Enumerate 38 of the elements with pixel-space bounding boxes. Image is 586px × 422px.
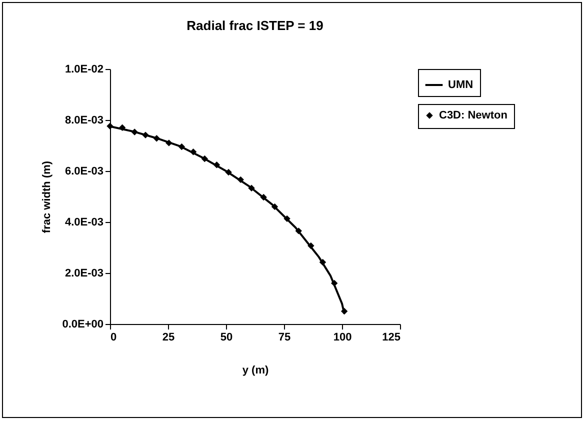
point — [142, 132, 149, 138]
y-tick-label: 6.0E-03 — [64, 166, 104, 178]
chart-title: Radial frac ISTEP = 19 — [186, 18, 324, 33]
x-tick-label: 50 — [220, 332, 233, 344]
point — [237, 176, 244, 184]
legend-label: UMN — [448, 79, 474, 91]
y-tick-label: 8.0E-03 — [64, 114, 104, 126]
point — [295, 228, 302, 234]
y-tick-label: 1.0E-02 — [64, 64, 104, 76]
point — [166, 140, 172, 146]
point — [225, 168, 232, 176]
point — [190, 148, 197, 156]
point — [260, 194, 267, 201]
point — [153, 135, 160, 142]
x-tick-label: 25 — [162, 332, 175, 344]
point — [131, 128, 138, 136]
y-axis-title: frac width (m) — [41, 160, 54, 234]
point — [118, 124, 126, 132]
point — [178, 143, 186, 150]
x-tick-label: 75 — [278, 332, 291, 344]
point — [319, 258, 326, 266]
y-tick-label: 0.0E+00 — [62, 318, 104, 330]
point — [340, 308, 348, 315]
x-tick-label: 0 — [110, 332, 117, 344]
point — [271, 203, 278, 210]
point — [213, 162, 220, 168]
y-tick-label: 4.0E-03 — [64, 216, 104, 228]
point — [248, 184, 255, 192]
point — [330, 280, 338, 287]
legend-label: C3D: Newton — [439, 110, 508, 122]
point — [284, 215, 290, 222]
y-tick-label: 2.0E-03 — [64, 268, 104, 280]
point — [308, 242, 314, 250]
point — [201, 155, 208, 162]
x-tick-label: 125 — [382, 332, 400, 344]
x-tick-label: 100 — [333, 332, 352, 344]
x-axis-title: y (m) — [242, 364, 269, 376]
point — [106, 122, 114, 130]
